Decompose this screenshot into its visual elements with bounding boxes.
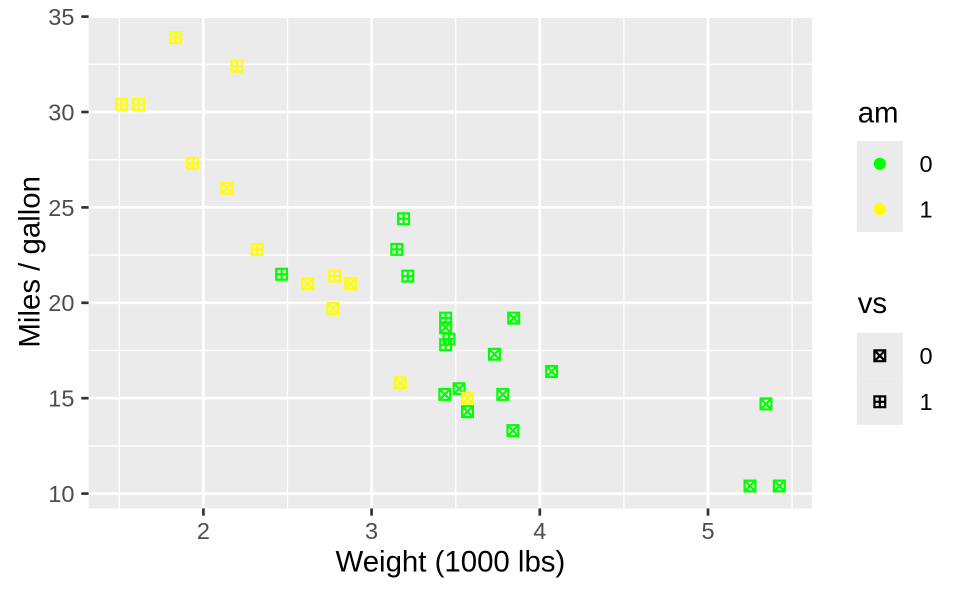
svg-text:1: 1 [920,197,933,223]
svg-text:2: 2 [197,518,210,544]
svg-text:5: 5 [701,518,714,544]
svg-text:20: 20 [48,290,74,316]
svg-text:1: 1 [920,389,933,415]
svg-text:am: am [858,97,899,130]
svg-text:vs: vs [858,287,887,320]
svg-text:0: 0 [920,343,933,369]
svg-text:30: 30 [48,99,74,125]
svg-text:3: 3 [365,518,378,544]
svg-text:15: 15 [48,386,74,412]
svg-text:Weight (1000 lbs): Weight (1000 lbs) [335,546,565,579]
svg-text:25: 25 [48,195,74,221]
svg-text:Miles / gallon: Miles / gallon [14,176,47,348]
svg-text:10: 10 [48,481,74,507]
svg-text:4: 4 [533,518,546,544]
svg-text:35: 35 [48,4,74,30]
svg-text:0: 0 [920,151,933,177]
